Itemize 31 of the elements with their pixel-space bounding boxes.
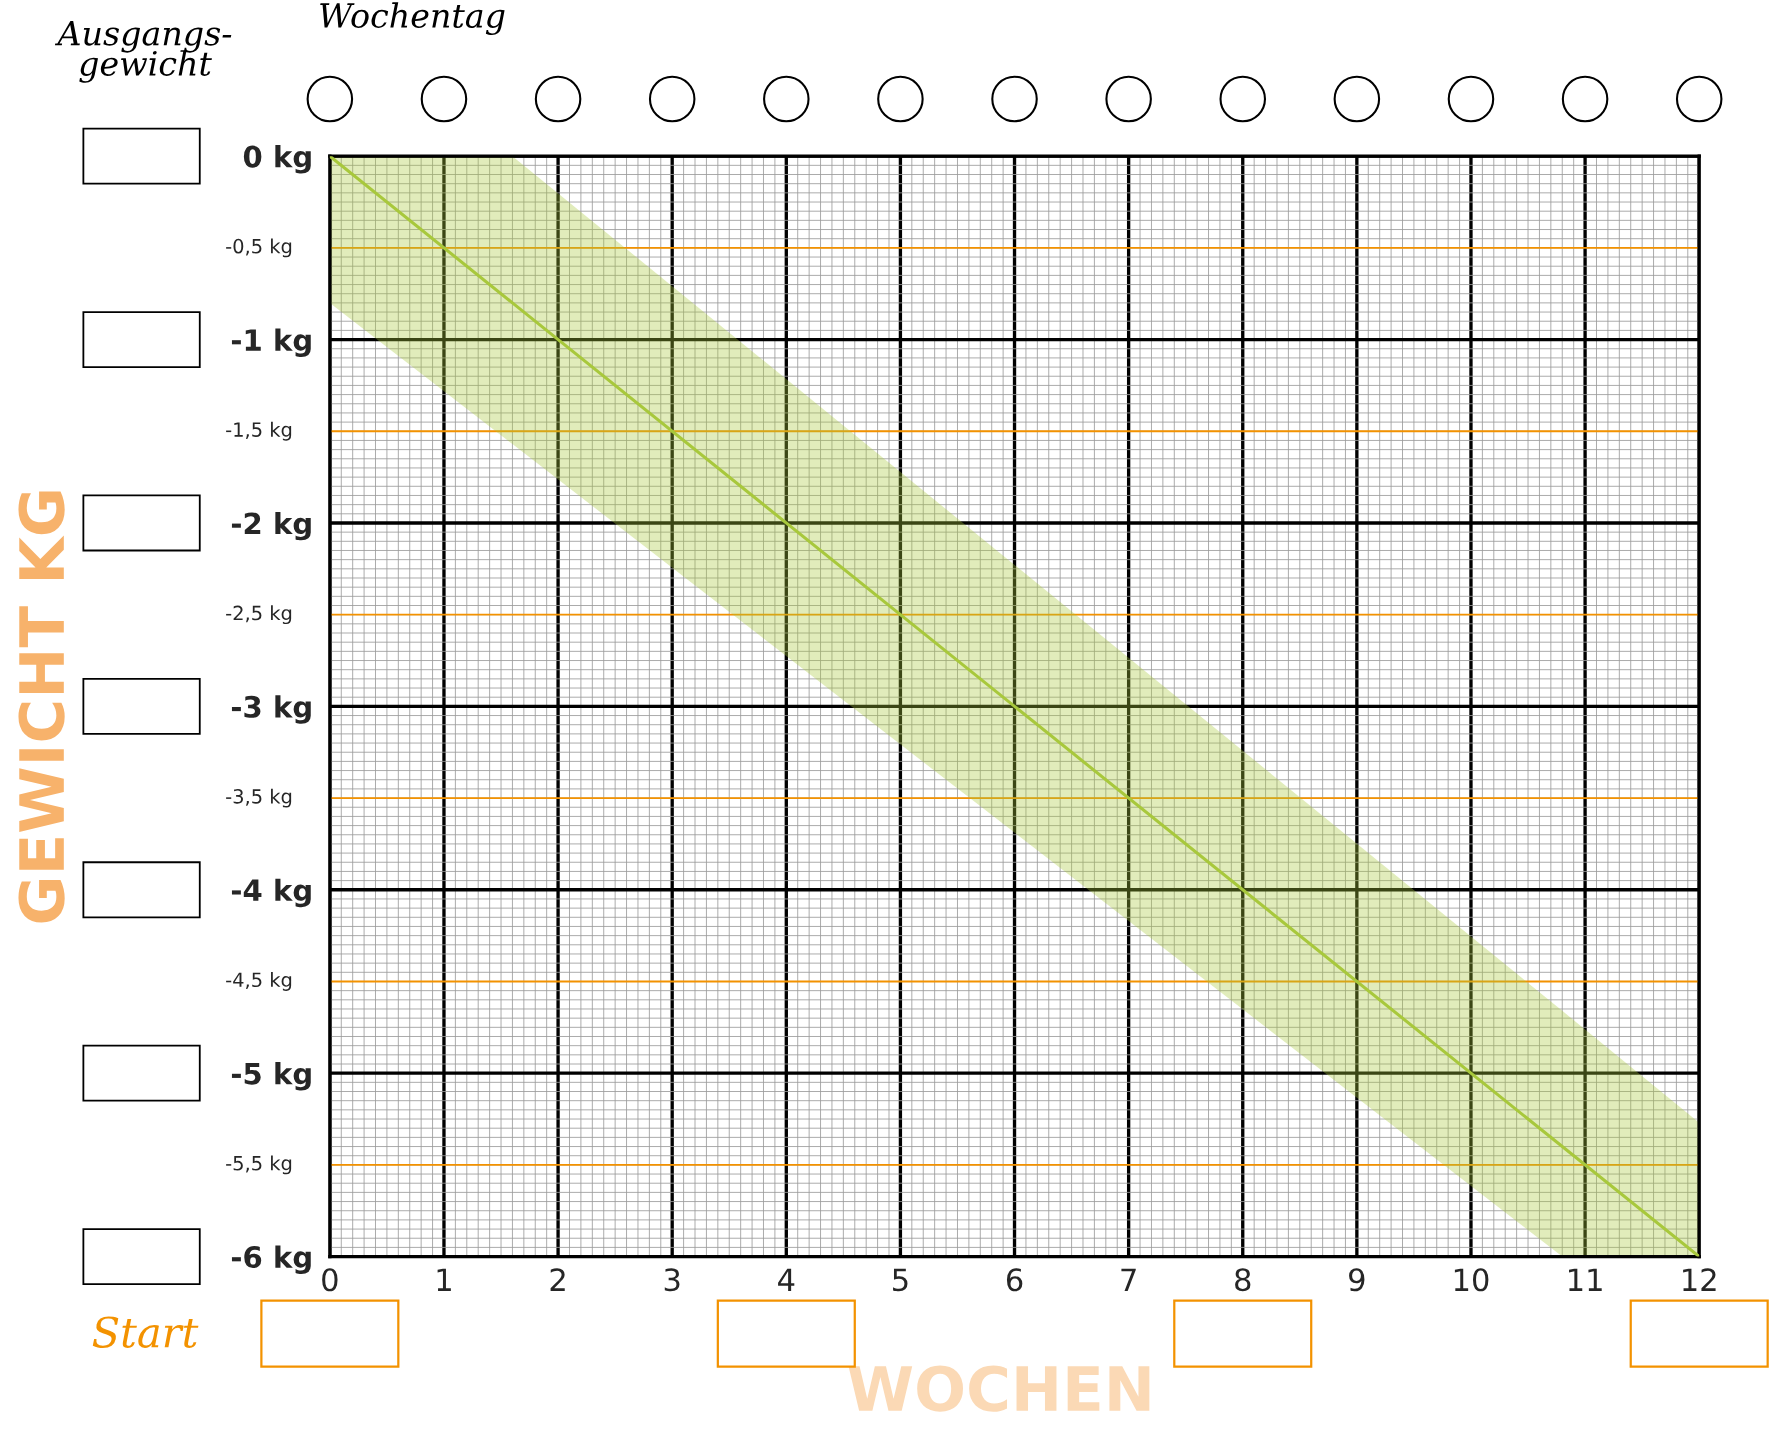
- x-tick-label: 3: [664, 1268, 680, 1292]
- y-tick-label: -5 kg: [231, 1062, 311, 1091]
- x-tick-label: 2: [550, 1268, 565, 1291]
- x-tick-label: 10: [1454, 1268, 1489, 1292]
- x-tick-label: 0: [322, 1268, 338, 1292]
- ref-line-label: -4,5 kg: [226, 972, 292, 991]
- y-tick-label: 0 kg: [243, 145, 311, 174]
- y-axis-title: GEWICHT KG: [18, 491, 65, 923]
- x-tick-label: 9: [1349, 1268, 1365, 1292]
- x-tick-label: 12: [1683, 1268, 1716, 1291]
- y-tick-label: -4 kg: [231, 878, 311, 908]
- ref-line-label: -1,5 kg: [226, 421, 292, 441]
- x-tick-label: 11: [1569, 1268, 1602, 1291]
- y-tick-label: -3 kg: [231, 695, 311, 724]
- ref-line-label: -5,5 kg: [226, 1155, 292, 1175]
- x-tick-label: 1: [437, 1268, 451, 1291]
- x-tick-label: 7: [1121, 1268, 1136, 1291]
- y-tick-label: -1 kg: [231, 328, 311, 357]
- ref-line-label: -2,5 kg: [226, 605, 292, 625]
- text: Start: [92, 1316, 199, 1348]
- x-tick-label: 4: [778, 1268, 795, 1291]
- y-tick-label: -6 kg: [231, 1245, 311, 1274]
- x-tick-label: 6: [1006, 1268, 1023, 1292]
- x-axis-title: WOCHEN: [848, 1365, 1150, 1412]
- ref-line-label: -3,5 kg: [226, 788, 292, 808]
- text: Ausgangs- gewicht: [54, 20, 232, 83]
- y-tick-label: -2 kg: [231, 511, 311, 541]
- x-tick-label: 5: [893, 1268, 908, 1292]
- x-tick-label: 8: [1235, 1268, 1251, 1292]
- ref-line-label: -0,5 kg: [226, 238, 292, 258]
- text: Wochentag: [320, 2, 505, 35]
